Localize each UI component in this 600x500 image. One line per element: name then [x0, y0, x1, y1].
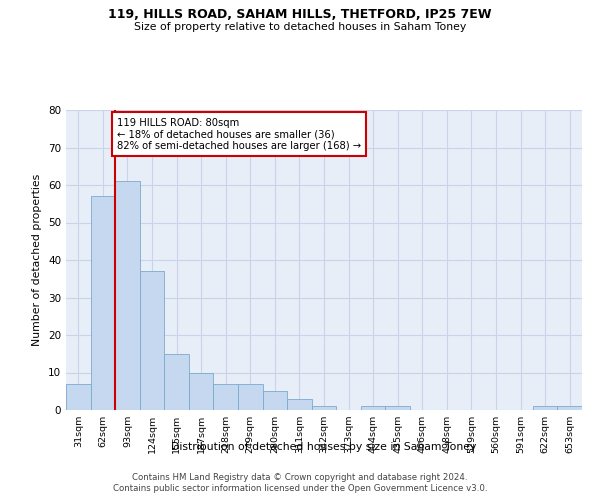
Text: 119, HILLS ROAD, SAHAM HILLS, THETFORD, IP25 7EW: 119, HILLS ROAD, SAHAM HILLS, THETFORD, …: [108, 8, 492, 20]
Text: Contains public sector information licensed under the Open Government Licence v3: Contains public sector information licen…: [113, 484, 487, 493]
Bar: [164, 354, 189, 410]
Bar: [66, 384, 91, 410]
Bar: [189, 372, 214, 410]
Bar: [287, 399, 312, 410]
Bar: [361, 406, 385, 410]
Bar: [533, 406, 557, 410]
Bar: [385, 406, 410, 410]
Text: 119 HILLS ROAD: 80sqm
← 18% of detached houses are smaller (36)
82% of semi-deta: 119 HILLS ROAD: 80sqm ← 18% of detached …: [117, 118, 361, 150]
Bar: [140, 271, 164, 410]
Y-axis label: Number of detached properties: Number of detached properties: [32, 174, 43, 346]
Bar: [214, 384, 238, 410]
Bar: [91, 196, 115, 410]
Text: Contains HM Land Registry data © Crown copyright and database right 2024.: Contains HM Land Registry data © Crown c…: [132, 472, 468, 482]
Text: Distribution of detached houses by size in Saham Toney: Distribution of detached houses by size …: [172, 442, 476, 452]
Bar: [557, 406, 582, 410]
Text: Size of property relative to detached houses in Saham Toney: Size of property relative to detached ho…: [134, 22, 466, 32]
Bar: [312, 406, 336, 410]
Bar: [263, 391, 287, 410]
Bar: [238, 384, 263, 410]
Bar: [115, 181, 140, 410]
